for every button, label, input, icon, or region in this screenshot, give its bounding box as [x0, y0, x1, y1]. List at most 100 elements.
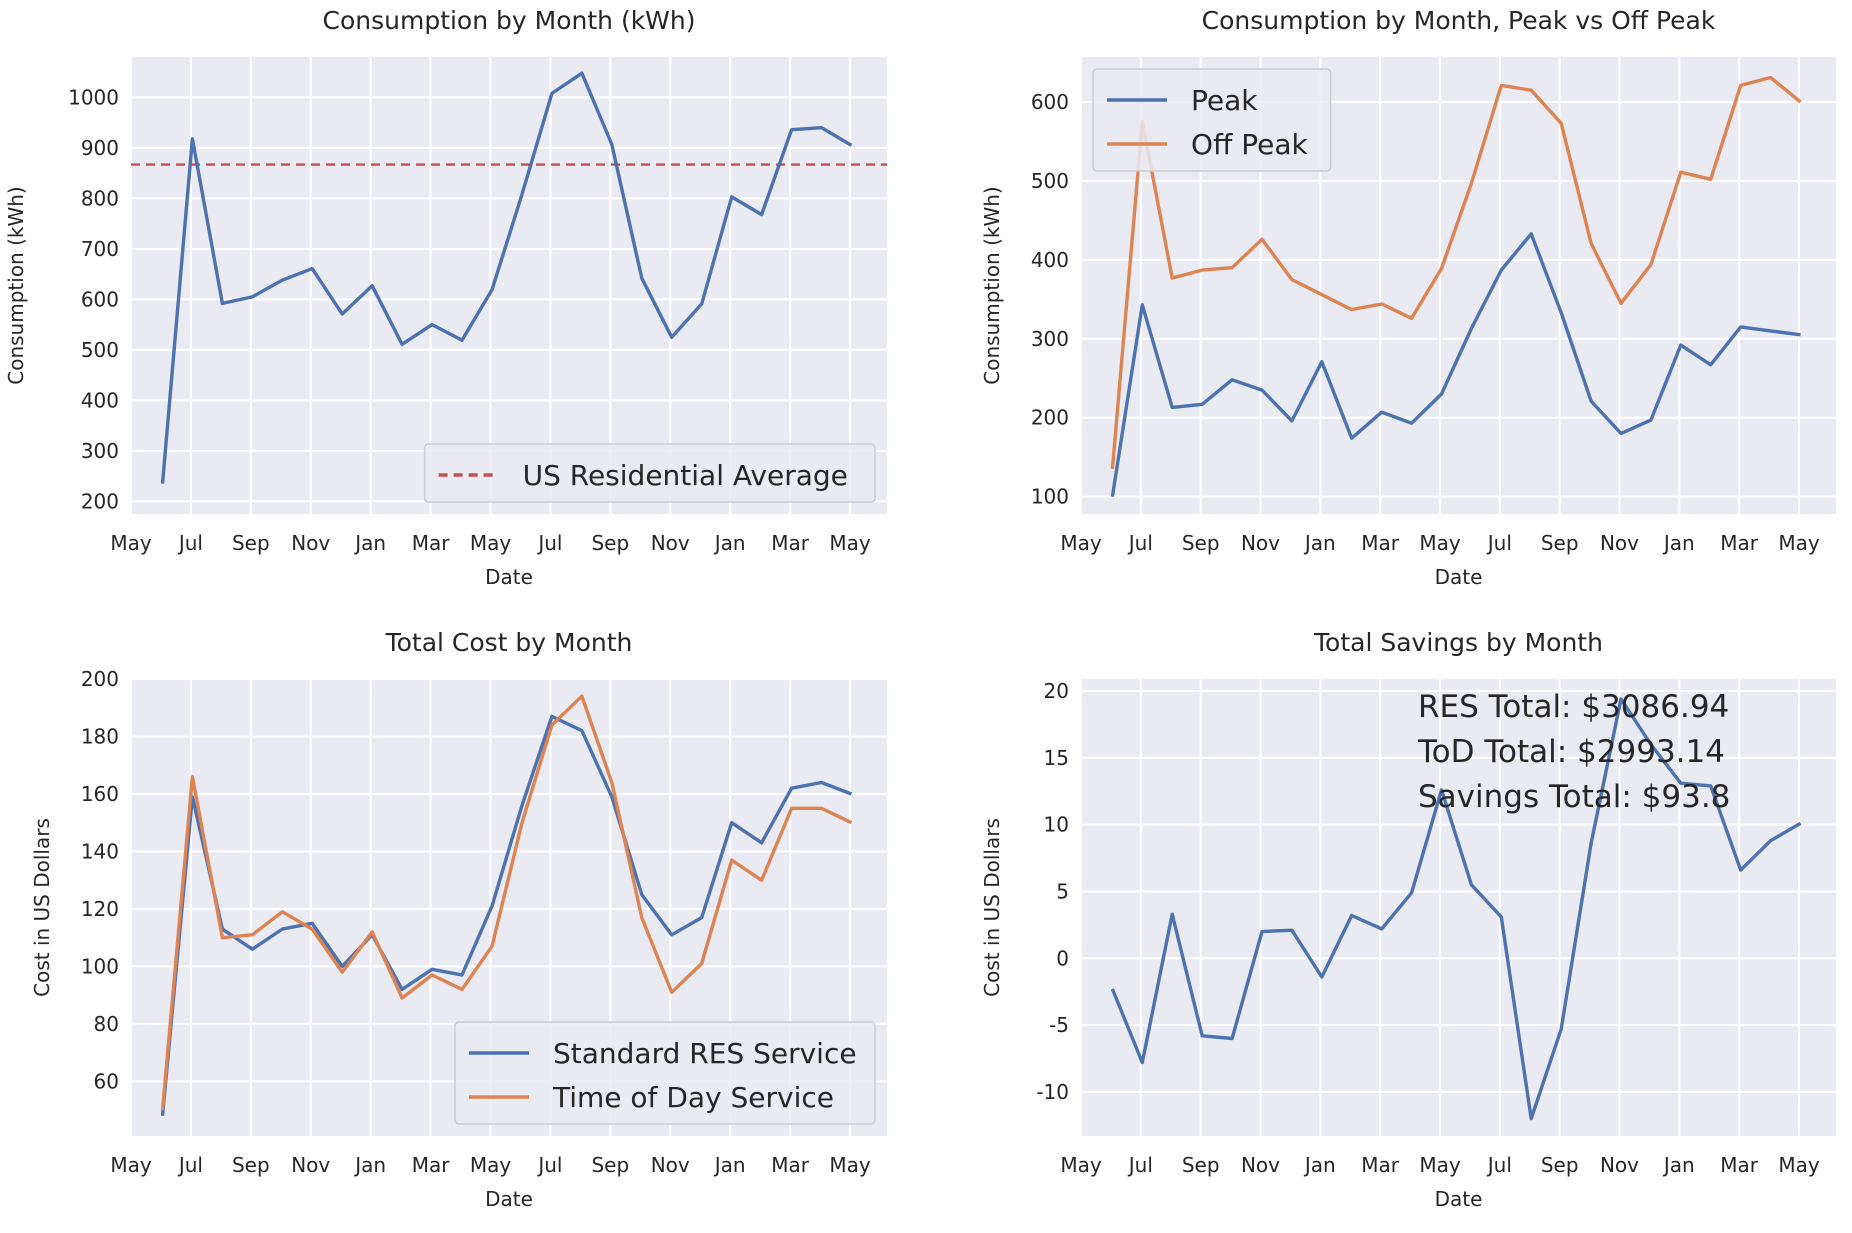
- x-tick-label: Jul: [1127, 531, 1153, 555]
- series-line-time-of-day-service: [160, 694, 853, 1111]
- y-tick-label: 800: [81, 186, 119, 210]
- plot-background: [131, 57, 887, 514]
- series-line-standard-res-service: [160, 714, 853, 1117]
- x-tick-label: Jan: [713, 531, 746, 555]
- y-tick-label: 180: [81, 724, 119, 748]
- plot-area: [131, 71, 887, 484]
- x-tick-label: Nov: [291, 1153, 330, 1177]
- legend: US Residential Average: [423, 443, 876, 503]
- legend-label: Off Peak: [1191, 128, 1309, 161]
- y-tick-label: 900: [81, 136, 119, 160]
- x-tick-label: Jul: [1486, 531, 1512, 555]
- chart-title: Total Savings by Month: [1313, 628, 1603, 657]
- x-tick-label: Jul: [536, 1153, 562, 1177]
- x-tick-label: Sep: [591, 1153, 629, 1177]
- x-tick-label: Jan: [353, 1153, 386, 1177]
- x-tick-label: May: [829, 531, 871, 555]
- annotation-text: RES Total: $3086.94: [1418, 689, 1729, 725]
- x-tick-label: Jul: [177, 531, 203, 555]
- x-tick-label: Mar: [1720, 531, 1759, 555]
- plot-area: [1110, 697, 1802, 1121]
- x-tick-label: Jan: [1303, 1153, 1336, 1177]
- y-tick-label: 300: [1031, 327, 1069, 351]
- y-tick-label: 10: [1044, 813, 1069, 837]
- series-line-peak: [1110, 232, 1801, 497]
- y-tick-label: 0: [1056, 946, 1069, 970]
- x-tick-label: Jan: [1662, 1153, 1695, 1177]
- x-tick-label: Jan: [353, 531, 386, 555]
- y-tick-label: 400: [1031, 248, 1069, 272]
- x-tick-label: Nov: [651, 1153, 690, 1177]
- y-tick-label: 20: [1044, 679, 1069, 703]
- x-tick-label: Mar: [412, 531, 451, 555]
- x-tick-label: Jul: [177, 1153, 203, 1177]
- y-tick-label: 5: [1056, 879, 1069, 903]
- x-tick-label: Nov: [1600, 531, 1639, 555]
- x-tick-label: Mar: [1361, 531, 1400, 555]
- x-tick-label: May: [1778, 1153, 1820, 1177]
- series-line: [160, 71, 853, 484]
- y-tick-label: 200: [81, 489, 119, 513]
- y-tick-label: 60: [94, 1069, 119, 1093]
- x-tick-label: Sep: [232, 531, 270, 555]
- x-axis-label: Date: [485, 1187, 533, 1211]
- x-tick-label: Nov: [291, 531, 330, 555]
- annotation-text: ToD Total: $2993.14: [1417, 734, 1725, 770]
- consumption-by-month-panel: May Jul Sep Nov Jan Mar May Jul Sep Nov Jan Mar May 2…: [4, 6, 887, 589]
- plot-area: [160, 694, 853, 1117]
- legend: Peak Off Peak: [1092, 68, 1332, 172]
- legend: Standard RES Service Time of Day Service: [454, 1021, 876, 1125]
- chart-title: Total Cost by Month: [385, 628, 633, 657]
- x-tick-label: Jan: [713, 1153, 746, 1177]
- total-cost-panel: May Jul Sep Nov Jan Mar May Jul Sep Nov Jan Mar May 6…: [30, 628, 887, 1211]
- x-tick-label: Mar: [1361, 1153, 1400, 1177]
- x-tick-label: May: [110, 531, 152, 555]
- y-tick-label: 15: [1044, 746, 1069, 770]
- x-tick-label: Nov: [651, 531, 690, 555]
- x-tick-label: Mar: [412, 1153, 451, 1177]
- chart-title: Consumption by Month, Peak vs Off Peak: [1202, 6, 1716, 35]
- x-tick-label: May: [1419, 531, 1461, 555]
- x-tick-label: Jul: [536, 531, 562, 555]
- chart-title: Consumption by Month (kWh): [323, 6, 696, 35]
- x-tick-label: Mar: [771, 1153, 810, 1177]
- y-tick-label: 600: [1031, 90, 1069, 114]
- y-tick-label: 500: [81, 338, 119, 362]
- x-tick-label: May: [1778, 531, 1820, 555]
- x-tick-label: Nov: [1600, 1153, 1639, 1177]
- legend-label: Peak: [1191, 84, 1258, 117]
- y-tick-label: 500: [1031, 169, 1069, 193]
- x-tick-label: May: [110, 1153, 152, 1177]
- x-axis-label: Date: [1435, 565, 1483, 589]
- x-tick-label: Mar: [1720, 1153, 1759, 1177]
- y-tick-label: 200: [1031, 406, 1069, 430]
- x-tick-label: Sep: [1541, 1153, 1579, 1177]
- y-axis-label: Consumption (kWh): [980, 186, 1004, 384]
- y-tick-label: 80: [94, 1012, 119, 1036]
- y-tick-label: 300: [81, 439, 119, 463]
- legend-label: Time of Day Service: [552, 1081, 834, 1114]
- x-tick-label: Nov: [1241, 1153, 1280, 1177]
- y-axis-label: Cost in US Dollars: [980, 818, 1004, 997]
- y-tick-label: -10: [1036, 1080, 1069, 1104]
- x-tick-label: May: [1060, 531, 1102, 555]
- y-tick-label: 160: [81, 782, 119, 806]
- x-tick-label: Sep: [232, 1153, 270, 1177]
- peak-vs-offpeak-panel: May Jul Sep Nov Jan Mar May Jul Sep Nov Jan Mar May 1…: [980, 6, 1836, 589]
- y-tick-label: 100: [81, 954, 119, 978]
- y-axis-label: Consumption (kWh): [4, 186, 28, 384]
- y-tick-label: 1000: [68, 85, 119, 109]
- x-tick-label: Sep: [591, 531, 629, 555]
- legend-label: US Residential Average: [523, 459, 848, 492]
- x-tick-label: Jul: [1127, 1153, 1153, 1177]
- x-tick-label: Jan: [1662, 531, 1695, 555]
- legend-frame: [423, 443, 876, 503]
- x-axis-label: Date: [485, 565, 533, 589]
- y-tick-label: 120: [81, 897, 119, 921]
- x-tick-label: Mar: [771, 531, 810, 555]
- x-tick-label: May: [470, 1153, 512, 1177]
- y-tick-label: 400: [81, 388, 119, 412]
- x-tick-label: Nov: [1241, 531, 1280, 555]
- legend-label: Standard RES Service: [553, 1037, 857, 1070]
